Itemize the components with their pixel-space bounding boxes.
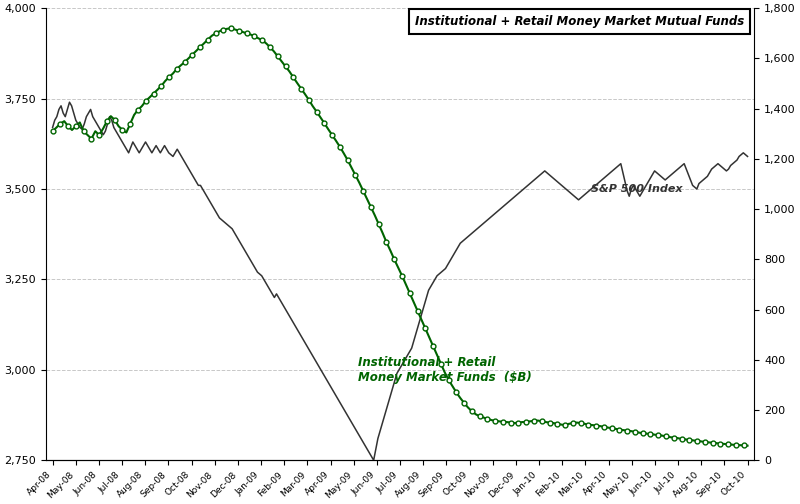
Text: Institutional + Retail
Money Market Funds  ($B): Institutional + Retail Money Market Fund…	[358, 356, 531, 384]
Text: S&P 500 Index: S&P 500 Index	[591, 184, 683, 194]
Text: Institutional + Retail Money Market Mutual Funds: Institutional + Retail Money Market Mutu…	[414, 15, 744, 28]
